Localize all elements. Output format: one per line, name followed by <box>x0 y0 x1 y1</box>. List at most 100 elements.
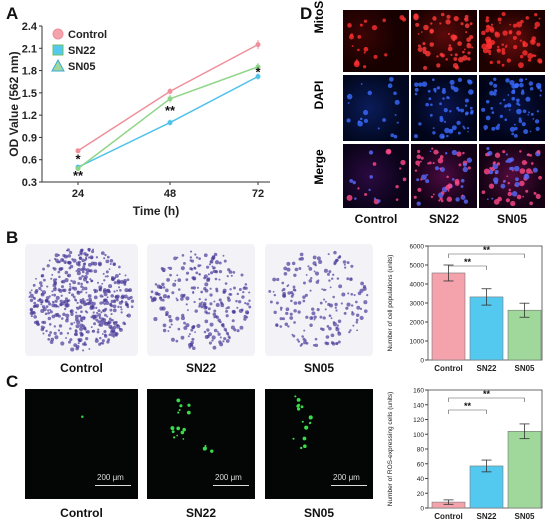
colony <box>130 299 135 303</box>
legend-label: SN22 <box>68 45 96 57</box>
colony <box>310 277 313 280</box>
colony <box>338 255 342 258</box>
colony <box>47 300 50 304</box>
colony <box>98 316 102 320</box>
colony <box>207 273 210 276</box>
ros-cell <box>302 436 307 441</box>
colony <box>225 314 229 318</box>
colony <box>51 294 54 296</box>
colony <box>209 261 212 264</box>
colony <box>312 344 316 347</box>
dapi-nucleus <box>418 122 422 126</box>
colony <box>291 333 294 336</box>
colony <box>238 300 242 304</box>
colony <box>185 296 190 301</box>
merge-cell <box>427 162 430 165</box>
colony <box>338 284 343 289</box>
dapi-nucleus <box>359 117 363 121</box>
data-point <box>255 74 261 80</box>
dapi-nucleus <box>463 127 466 130</box>
dapi-nucleus <box>346 118 351 123</box>
mitosox-cell <box>494 32 501 38</box>
y-tick-label: 2000 <box>410 320 425 327</box>
ros-cell <box>304 425 309 430</box>
colony <box>175 339 179 343</box>
merge-cell <box>431 147 434 150</box>
colony <box>204 310 208 314</box>
colony <box>114 333 118 337</box>
colony <box>203 287 207 291</box>
colony <box>50 277 53 280</box>
colony <box>329 303 334 308</box>
merge-cell <box>446 175 449 179</box>
dapi-nucleus <box>509 79 515 86</box>
dapi-control-image <box>343 75 409 141</box>
colony <box>75 311 78 314</box>
colony <box>172 282 177 287</box>
colony <box>90 315 94 319</box>
colony <box>170 337 175 342</box>
y-tick-label: 5000 <box>410 263 425 270</box>
colony <box>79 323 84 328</box>
merge-cell <box>516 194 522 200</box>
panel-label-c: C <box>6 372 19 391</box>
colony <box>198 305 201 308</box>
colony <box>215 289 219 293</box>
colony <box>313 315 317 319</box>
colony <box>92 311 95 314</box>
merge-cell <box>439 197 443 201</box>
mitosox-cell <box>522 50 528 56</box>
colony <box>74 299 78 302</box>
dapi-nucleus <box>519 82 524 88</box>
dapi-nucleus <box>466 127 470 130</box>
colony <box>55 305 59 308</box>
colony <box>65 313 70 318</box>
dapi-nucleus <box>346 93 353 100</box>
colony <box>62 253 66 258</box>
colony <box>165 311 169 315</box>
colony <box>240 273 244 277</box>
colony <box>293 301 298 305</box>
y-tick-label: 0 <box>420 506 424 513</box>
merge-cell <box>400 159 406 166</box>
colony <box>48 259 51 262</box>
merge-cell <box>416 201 421 206</box>
merge-cell <box>461 194 464 197</box>
significance-bracket <box>448 253 525 258</box>
mitosox-cell <box>497 45 500 49</box>
colony <box>185 303 188 306</box>
colony <box>94 289 99 293</box>
data-point <box>167 96 173 102</box>
colony <box>201 301 204 304</box>
category-label: SN22 <box>476 512 497 521</box>
colony <box>353 293 356 297</box>
colony <box>231 309 236 314</box>
ros-cell <box>170 426 175 431</box>
colony <box>40 303 43 306</box>
colony <box>59 331 63 335</box>
dapi-nucleus <box>491 111 495 114</box>
colony <box>74 314 79 319</box>
y-tick-label: 0.9 <box>22 132 37 144</box>
colony <box>81 288 85 291</box>
colony <box>181 253 185 257</box>
colony <box>232 270 236 274</box>
colony <box>66 248 70 252</box>
legend-marker <box>51 58 65 72</box>
mitosox-cell <box>347 23 352 28</box>
mitosox-cell <box>462 55 468 61</box>
colony <box>334 258 339 263</box>
colony <box>97 320 101 324</box>
colony <box>84 310 88 313</box>
colony <box>166 277 170 282</box>
ros-cell <box>303 444 307 449</box>
dapi-nucleus <box>520 91 525 95</box>
colony <box>115 320 118 324</box>
dapi-nucleus <box>457 131 461 135</box>
colony <box>356 305 361 310</box>
colony <box>324 308 327 311</box>
colony <box>322 316 326 320</box>
colony <box>37 299 40 302</box>
colony <box>209 293 213 297</box>
colony <box>173 256 177 261</box>
